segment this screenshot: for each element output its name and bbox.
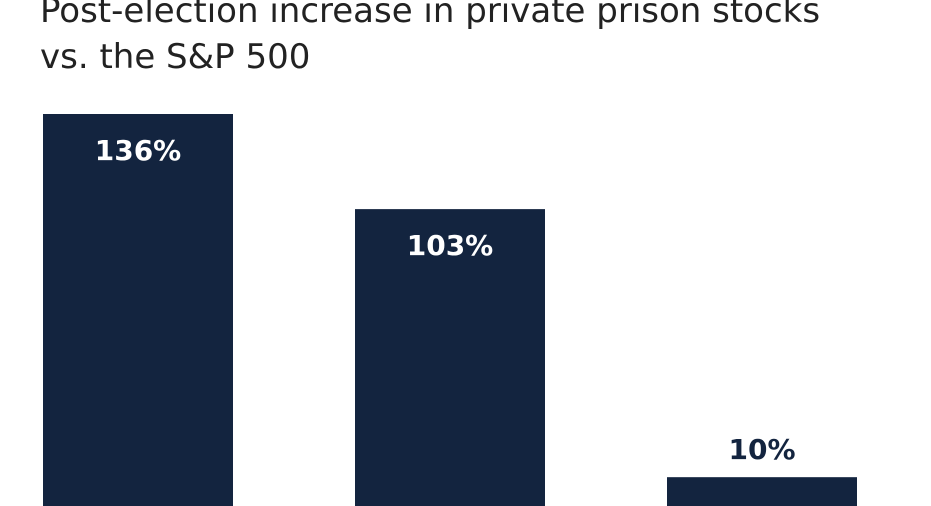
chart-title: Post-election increase in private prison… bbox=[40, 0, 820, 80]
bar-1 bbox=[43, 114, 233, 506]
bar-1-value-label: 136% bbox=[95, 134, 182, 167]
chart-title-line-1: Post-election increase in private prison… bbox=[40, 0, 821, 31]
bar-3 bbox=[667, 477, 857, 506]
bar-2-value-label: 103% bbox=[407, 229, 494, 262]
bar-2 bbox=[355, 209, 545, 506]
bar-3-value-label: 10% bbox=[728, 433, 795, 466]
chart-title-line-2: vs. the S&P 500 bbox=[40, 37, 311, 77]
